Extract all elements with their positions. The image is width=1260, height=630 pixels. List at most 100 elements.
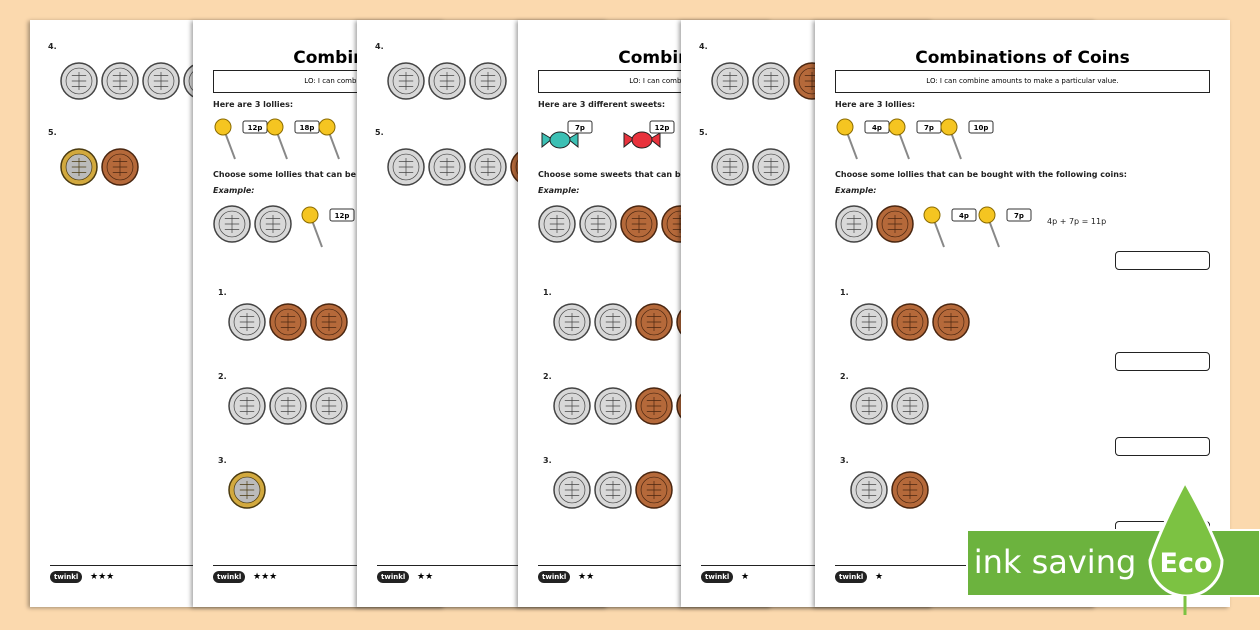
coin-detail [646,397,662,415]
price-tag [1006,208,1032,222]
coin-rim [147,67,175,95]
coin-detail [672,215,688,233]
coin-rim [584,210,612,238]
coin-rim [599,476,627,504]
coin-detail [902,481,918,499]
question-number: 4. [48,42,57,51]
coin-detail [763,158,779,176]
coin-rim [558,476,586,504]
question-number: 3. [543,456,552,465]
example-label: Example: [213,186,255,195]
candy [888,118,906,136]
learning-objective: LO: I can combine amounts to make a part… [835,70,1210,93]
intro-text: Here are 3 different sweets: [538,100,666,109]
coin-detail [480,158,496,176]
question-number: 3. [840,456,849,465]
difficulty-stars: ★★★ [253,572,278,582]
coin-detail [861,313,877,331]
coin-detail [722,72,738,90]
price: 4p [959,212,969,220]
coin-rim [558,392,586,420]
coin-detail [804,72,820,90]
sweet: 12p [623,120,675,149]
coin-rim [65,67,93,95]
coin-rim [896,476,924,504]
question-number: 5. [375,128,384,137]
coin-detail [846,215,862,233]
worksheet-title: Combinations of Coins [915,48,1130,68]
coin-detail [398,158,414,176]
coin-rim [543,210,571,238]
coin-rim [392,67,420,95]
coin-rim [716,153,744,181]
coin-detail [71,158,87,176]
coin-rim [274,308,302,336]
price: 7p [924,124,934,132]
coin-rim [640,392,668,420]
coin-rim [392,153,420,181]
price: 12p [655,124,670,132]
coin-detail [943,313,959,331]
candy [923,206,941,224]
coin-detail [861,397,877,415]
candy [940,118,958,136]
coin-detail [763,72,779,90]
intro-text: Here are 3 lollies: [213,100,294,109]
coin-detail [564,481,580,499]
coin-row [60,148,139,186]
question-number: 1. [218,288,227,297]
coin-rim [315,392,343,420]
coin-detail [564,313,580,331]
question-number: 2. [218,372,227,381]
price-tag [951,208,977,222]
coin-rim [855,392,883,420]
coin-rim [896,392,924,420]
coin-detail [861,481,877,499]
candy [978,206,996,224]
price: 7p [575,124,585,132]
coin-rim [599,392,627,420]
coin-row [538,205,699,243]
price-tag [329,208,355,222]
coin-detail [549,215,565,233]
question-number: 1. [543,288,552,297]
difficulty-stars: ★ [875,572,884,582]
coin-row [553,471,673,509]
coin-detail [439,158,455,176]
coin-detail [321,313,337,331]
coin-rim [896,308,924,336]
coin-row [835,205,914,243]
coin-rim [640,308,668,336]
price-tag [968,120,994,134]
coin-rim [433,67,461,95]
lolly: 4p [923,206,977,248]
price: 10p [974,124,989,132]
coin-detail [112,72,128,90]
coin-rim [433,153,461,181]
price: 12p [335,212,350,220]
coin-rim [757,153,785,181]
coin-detail [480,72,496,90]
footer-logo: twinkl [701,571,734,583]
price-tag [649,120,675,134]
coin-rim [881,210,909,238]
footer-line [835,565,1210,566]
candy [214,118,232,136]
coin-rim [474,153,502,181]
lolly: 10p [940,118,994,160]
candy [549,131,571,149]
coin-row [850,303,970,341]
question-number: 2. [543,372,552,381]
coin-rim [855,476,883,504]
coin-rim [474,67,502,95]
coin-rim [274,392,302,420]
difficulty-stars: ★★★ [90,572,115,582]
lolly: 12p [301,206,355,248]
coin-rim [599,308,627,336]
coin-rim [233,392,261,420]
difficulty-stars: ★ [741,572,750,582]
coin-rim [259,210,287,238]
coin-detail [887,215,903,233]
